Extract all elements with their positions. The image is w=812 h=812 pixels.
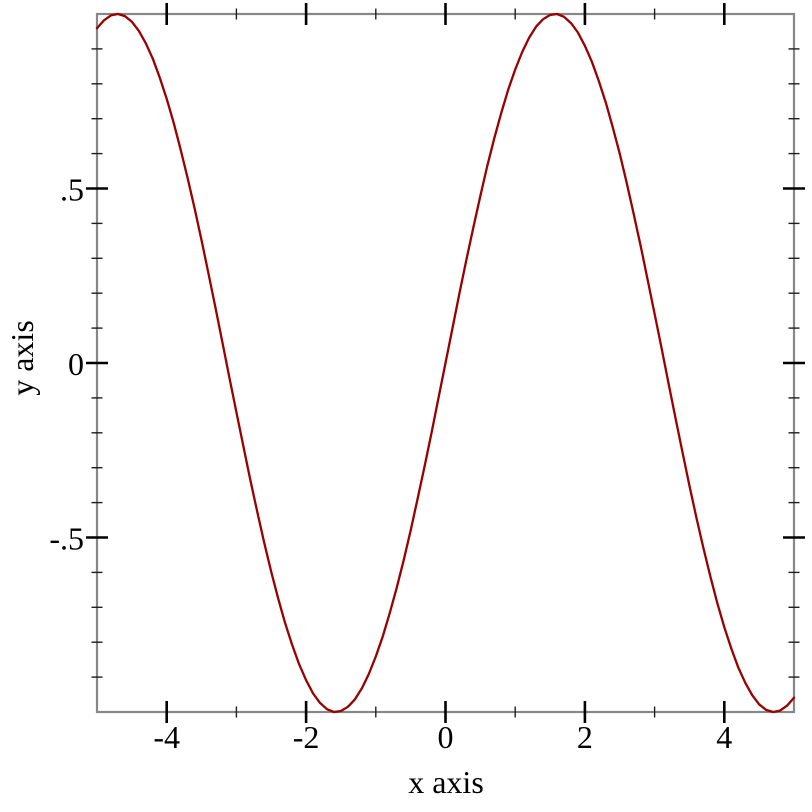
curve-group xyxy=(95,12,796,714)
y-axis-label: y axis xyxy=(4,320,40,396)
x-tick-label: 2 xyxy=(577,719,593,755)
y-tick-label: -.5 xyxy=(49,521,84,557)
x-tick-labels: -4 -2 0 2 4 xyxy=(153,719,732,755)
y-tick-labels: .5 0 -.5 xyxy=(49,172,84,557)
x-major-ticks xyxy=(165,3,726,723)
y-tick-label: .5 xyxy=(60,172,84,208)
sine-curve xyxy=(95,12,796,714)
x-tick-label: 0 xyxy=(438,719,454,755)
x-tick-label: -2 xyxy=(293,719,320,755)
y-major-ticks xyxy=(86,187,805,539)
x-axis-label: x axis xyxy=(408,764,484,800)
y-tick-label: 0 xyxy=(68,346,84,382)
y-minor-ticks xyxy=(91,48,800,678)
x-tick-label: -4 xyxy=(153,719,180,755)
x-tick-label: 4 xyxy=(716,719,732,755)
x-minor-ticks xyxy=(235,8,656,718)
